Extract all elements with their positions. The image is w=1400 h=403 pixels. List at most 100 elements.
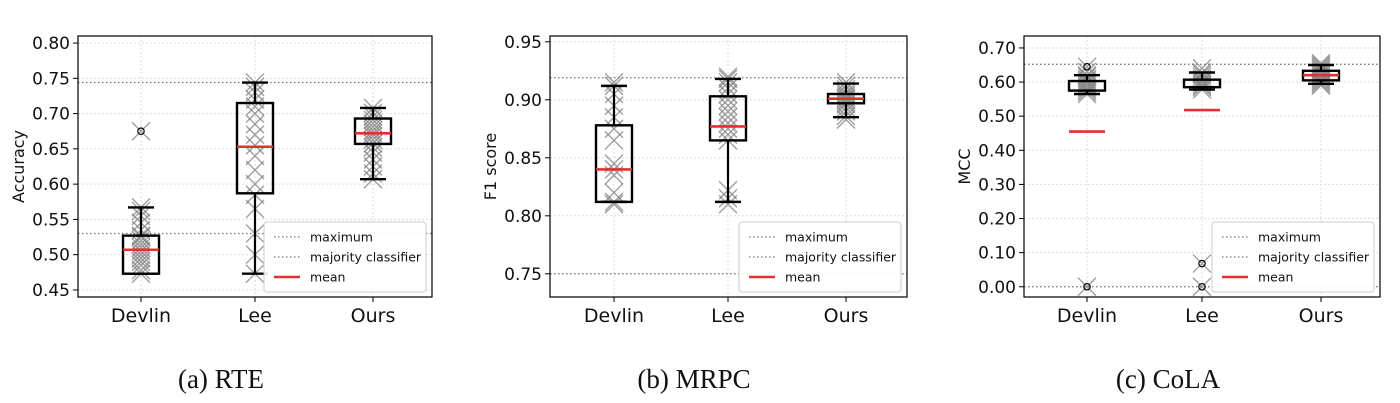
data-point-marker xyxy=(245,97,265,117)
y-tick-label: 0.85 xyxy=(504,149,542,169)
data-point-marker xyxy=(131,121,151,141)
box-iqr xyxy=(1067,79,1107,92)
data-point-marker xyxy=(718,194,738,214)
data-point-marker xyxy=(1192,277,1212,297)
box-group-devlin xyxy=(121,121,161,284)
x-category-label: Devlin xyxy=(1057,305,1117,327)
box-iqr xyxy=(594,124,634,204)
outlier-marker xyxy=(1198,259,1206,268)
legend-label-majority: majority classifier xyxy=(310,250,422,265)
x-category-label: Lee xyxy=(711,305,745,327)
y-axis-label: F1 score xyxy=(481,133,500,200)
box-group-lee xyxy=(708,67,748,214)
legend-label-maximum: maximum xyxy=(310,230,373,245)
outlier-marker xyxy=(1083,282,1091,291)
data-point-marker xyxy=(1077,62,1097,82)
box-iqr xyxy=(1182,78,1222,89)
data-point-marker xyxy=(604,183,624,203)
y-tick-label: 0.10 xyxy=(978,244,1016,264)
legend-frame xyxy=(263,221,427,293)
data-point-marker xyxy=(245,114,265,134)
legend-label-mean: mean xyxy=(310,270,345,285)
data-point-marker xyxy=(718,67,738,87)
data-point-marker xyxy=(245,174,265,194)
y-axis-label: MCC xyxy=(955,148,974,184)
data-point-marker xyxy=(131,252,151,272)
y-tick-label: 0.70 xyxy=(32,105,70,125)
y-tick-label: 0.50 xyxy=(978,107,1016,127)
box-group-lee xyxy=(235,73,275,284)
y-tick-label: 0.40 xyxy=(978,141,1016,161)
y-tick-label: 0.30 xyxy=(978,175,1016,195)
data-point-marker xyxy=(1192,254,1212,274)
data-point-marker xyxy=(245,160,265,180)
box-iqr xyxy=(353,117,393,146)
x-category-label: Devlin xyxy=(584,305,644,327)
legend-label-mean: mean xyxy=(1258,270,1293,285)
y-tick-label: 0.90 xyxy=(504,91,542,111)
panel-caption: (a) RTE xyxy=(178,364,264,394)
box-group-ours xyxy=(353,98,393,189)
data-point-marker xyxy=(131,255,151,275)
legend: maximum majority classifier mean xyxy=(738,221,902,293)
legend-label-majority: majority classifier xyxy=(1258,250,1370,265)
y-axis-label: Accuracy xyxy=(9,130,28,203)
data-point-marker xyxy=(245,146,265,166)
y-tick-label: 0.20 xyxy=(978,210,1016,230)
legend: maximum majority classifier mean xyxy=(263,221,427,293)
box-group-devlin xyxy=(594,72,634,214)
x-category-label: Ours xyxy=(1299,305,1344,327)
outlier-marker xyxy=(1083,62,1091,71)
panel-caption: (c) CoLA xyxy=(1116,364,1221,394)
legend-frame xyxy=(738,221,902,293)
y-tick-label: 0.75 xyxy=(32,69,70,89)
data-point-marker xyxy=(1311,53,1331,73)
data-point-marker xyxy=(131,241,151,261)
data-point-marker xyxy=(1192,58,1212,78)
box-iqr xyxy=(235,101,275,195)
x-category-label: Lee xyxy=(238,305,272,327)
x-category-label: Lee xyxy=(1185,305,1219,327)
outlier-marker xyxy=(137,127,145,136)
box-group-devlin xyxy=(1067,57,1107,297)
data-point-marker xyxy=(131,248,151,268)
y-tick-label: 0.65 xyxy=(32,140,70,160)
data-point-marker xyxy=(604,72,624,92)
legend: maximum majority classifier mean xyxy=(1211,221,1375,293)
data-point-marker xyxy=(131,227,151,247)
data-point-marker xyxy=(245,104,265,124)
box-iqr xyxy=(708,95,748,142)
x-category-label: Ours xyxy=(824,305,869,327)
legend-frame xyxy=(1211,221,1375,293)
y-tick-label: 0.80 xyxy=(32,34,70,54)
legend-label-maximum: maximum xyxy=(1258,230,1321,245)
legend-label-maximum: maximum xyxy=(785,230,848,245)
y-tick-label: 0.80 xyxy=(504,207,542,227)
y-tick-label: 0.75 xyxy=(504,265,542,285)
y-tick-label: 0.70 xyxy=(978,39,1016,59)
data-point-marker xyxy=(245,125,265,145)
box-group-ours xyxy=(826,72,866,130)
box-group-lee xyxy=(1182,58,1222,297)
x-category-label: Ours xyxy=(351,305,396,327)
chart-panel-1: 0.45 0.50 0.55 0.60 0.65 0.70 0.75 0.80 Devlin Le… xyxy=(9,34,433,394)
y-tick-label: 0.50 xyxy=(32,246,70,266)
data-point-marker xyxy=(363,121,383,141)
data-point-marker xyxy=(604,130,624,150)
y-tick-label: 0.00 xyxy=(978,278,1016,298)
chart-panel-2: 0.75 0.80 0.85 0.90 0.95 Devlin Lee Ours F1 scor… xyxy=(481,33,908,394)
y-tick-label: 0.60 xyxy=(978,73,1016,93)
data-point-marker xyxy=(1077,277,1097,297)
x-category-label: Devlin xyxy=(111,305,171,327)
data-point-marker xyxy=(245,135,265,155)
y-tick-label: 0.95 xyxy=(504,33,542,53)
data-point-marker xyxy=(1077,57,1097,77)
y-tick-label: 0.45 xyxy=(32,281,70,301)
outlier-marker xyxy=(1198,282,1206,291)
y-tick-label: 0.60 xyxy=(32,175,70,195)
box-iqr xyxy=(121,234,161,275)
box-group-ours xyxy=(1301,53,1341,95)
legend-label-majority: majority classifier xyxy=(785,250,897,265)
legend-label-mean: mean xyxy=(785,270,820,285)
